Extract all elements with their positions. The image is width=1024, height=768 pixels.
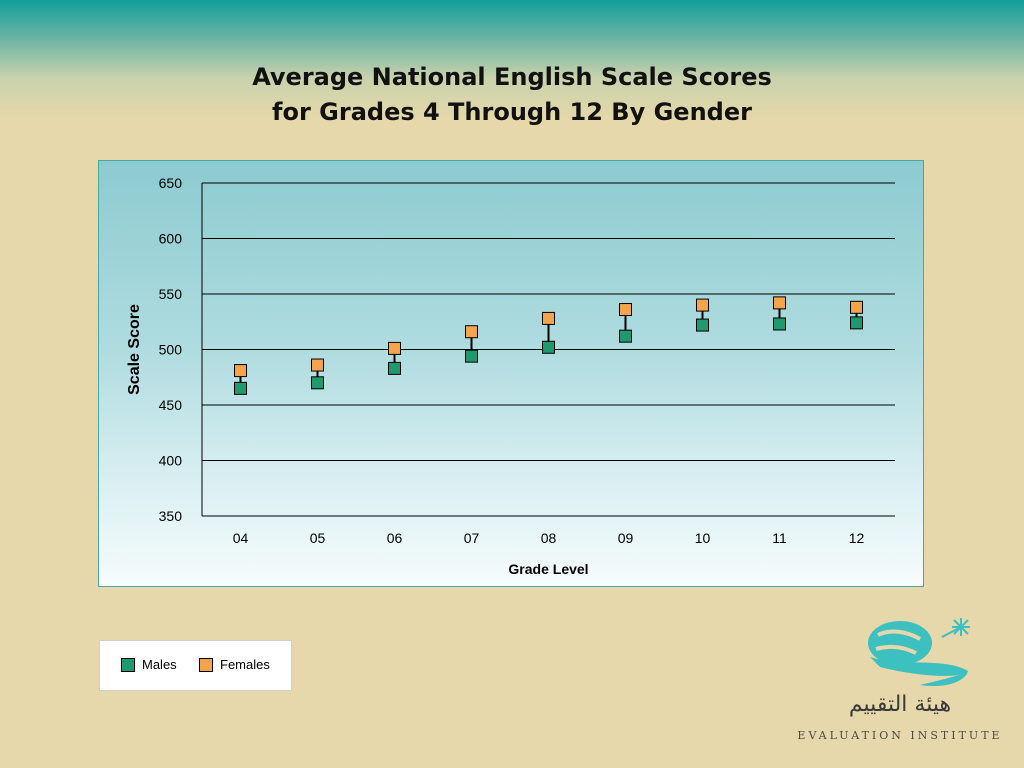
y-tick-label: 400	[159, 453, 183, 469]
y-tick-label: 450	[159, 397, 183, 413]
data-point-females	[850, 300, 863, 314]
data-point-males	[311, 376, 324, 390]
y-tick-label: 500	[159, 342, 183, 358]
x-tick-label: 09	[618, 530, 634, 546]
legend-item-females: Females	[199, 657, 270, 672]
legend-label-males: Males	[142, 657, 177, 672]
data-point-females	[773, 296, 786, 310]
x-tick-label: 08	[541, 530, 557, 546]
logo-arabic-text: هيئة التقييم	[848, 692, 952, 717]
logo-latin-text: EVALUATION INSTITUTE	[797, 729, 1003, 742]
y-tick-label: 350	[159, 508, 183, 524]
legend-swatch-males	[121, 657, 135, 672]
data-point-females	[311, 358, 324, 372]
data-point-males	[696, 318, 709, 332]
title-line-1: Average National English Scale Scores	[252, 63, 772, 91]
evaluation-institute-logo-icon	[868, 618, 970, 687]
legend: Males Females	[99, 640, 292, 691]
data-point-females	[234, 364, 247, 378]
y-tick-label: 650	[159, 175, 183, 191]
legend-label-females: Females	[220, 657, 270, 672]
x-tick-label: 06	[387, 530, 403, 546]
data-point-females	[696, 298, 709, 312]
chart-title: Average National English Scale Scores fo…	[0, 60, 1024, 130]
data-point-males	[388, 361, 401, 375]
data-point-males	[465, 349, 478, 363]
x-tick-label: 07	[464, 530, 480, 546]
data-point-females	[388, 341, 401, 355]
x-tick-label: 05	[310, 530, 326, 546]
x-tick-label: 12	[849, 530, 865, 546]
y-tick-label: 550	[159, 286, 183, 302]
data-point-males	[773, 317, 786, 331]
data-point-males	[234, 381, 247, 395]
data-point-females	[465, 325, 478, 339]
data-point-females	[619, 303, 632, 317]
chart-area: 650 600 550 500 450 400 350 04 05 06 07 08 09 10 11 12 G…	[98, 160, 924, 587]
x-tick-label: 10	[695, 530, 711, 546]
y-axis-title: Scale Score	[126, 304, 143, 395]
x-tick-label: 11	[772, 530, 787, 546]
x-axis-title: Grade Level	[508, 561, 588, 577]
title-line-2: for Grades 4 Through 12 By Gender	[272, 98, 752, 126]
x-tick-label: 04	[233, 530, 249, 546]
data-point-females	[542, 311, 555, 325]
y-tick-label: 600	[159, 231, 183, 247]
chart-svg: 650 600 550 500 450 400 350 04 05 06 07 08 09 10 11 12 G…	[126, 175, 895, 577]
data-point-males	[619, 329, 632, 343]
legend-swatch-females	[199, 657, 213, 672]
data-point-males	[542, 340, 555, 354]
legend-item-males: Males	[121, 657, 177, 672]
data-point-males	[850, 316, 863, 330]
